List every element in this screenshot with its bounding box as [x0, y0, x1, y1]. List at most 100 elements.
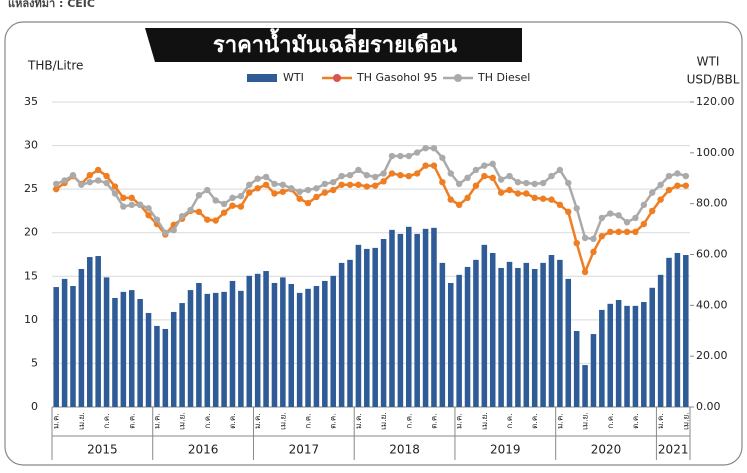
bar	[456, 274, 462, 407]
point	[397, 172, 404, 179]
point	[120, 194, 127, 202]
point	[304, 186, 312, 194]
point	[649, 189, 656, 196]
point	[78, 181, 85, 188]
point	[69, 172, 77, 179]
point	[523, 179, 530, 187]
bar	[170, 311, 177, 407]
legend-swatch	[333, 74, 341, 82]
point	[94, 177, 102, 184]
x-tick-label: ก.ค.	[203, 413, 212, 428]
bar	[78, 268, 85, 407]
bar	[263, 271, 269, 407]
bar	[137, 298, 143, 407]
bar	[397, 233, 404, 407]
point	[380, 170, 387, 177]
point	[204, 216, 211, 223]
x-tick-label: ก.ค.	[505, 413, 514, 428]
point	[52, 180, 60, 188]
point	[296, 188, 303, 195]
y-tick-label: 15	[24, 269, 38, 282]
year-label: 2020	[591, 443, 622, 457]
point	[464, 194, 471, 202]
y2-axis-label: WTI	[697, 55, 720, 69]
bar	[288, 283, 295, 407]
point	[262, 181, 270, 188]
point	[413, 149, 421, 156]
x-tick-label: ก.ค.	[404, 413, 413, 428]
year-label: 2016	[188, 443, 219, 457]
point	[455, 201, 463, 209]
point	[220, 209, 228, 216]
point	[254, 175, 261, 182]
y-tick-label: 0	[31, 400, 38, 413]
point	[237, 203, 245, 210]
point	[430, 144, 438, 152]
point	[640, 220, 648, 228]
bar	[212, 292, 219, 407]
bar	[506, 261, 513, 407]
point	[674, 182, 681, 189]
point	[565, 179, 572, 187]
point	[439, 154, 446, 161]
bar	[380, 238, 387, 407]
point	[313, 193, 320, 201]
point	[649, 207, 656, 215]
bar	[573, 331, 580, 407]
point	[523, 190, 530, 197]
line	[55, 146, 687, 241]
bar	[565, 278, 572, 407]
point	[388, 152, 396, 160]
point	[447, 196, 454, 203]
bar	[431, 227, 437, 407]
point	[237, 192, 245, 200]
x-tick-label: เม.ย.	[379, 412, 388, 430]
y-tick-label: 5	[31, 356, 38, 369]
point	[246, 189, 253, 196]
point	[581, 234, 589, 242]
year-label: 2015	[87, 443, 118, 457]
bar	[557, 259, 563, 407]
bar	[296, 292, 303, 407]
point	[111, 183, 119, 190]
x-tick-label: เม.ย.	[480, 412, 489, 430]
point	[212, 217, 219, 224]
bar	[548, 255, 555, 407]
point	[632, 228, 639, 236]
point	[674, 170, 681, 177]
y-tick-label: 20	[24, 226, 38, 239]
point	[271, 180, 278, 188]
x-tick-label: ต.ค.	[127, 413, 136, 429]
bar	[221, 291, 227, 407]
bar	[489, 252, 496, 407]
point	[657, 181, 664, 188]
bar	[347, 259, 353, 407]
point	[330, 186, 337, 194]
point	[598, 214, 606, 222]
point	[61, 177, 68, 184]
point	[229, 194, 236, 202]
point	[246, 181, 253, 188]
point	[313, 185, 320, 192]
bar	[364, 248, 370, 407]
bar	[330, 275, 336, 407]
point	[573, 205, 580, 212]
point	[573, 239, 580, 247]
point	[330, 178, 337, 186]
y2-tick-label: 80.00	[696, 197, 728, 210]
point	[187, 206, 194, 214]
point	[489, 160, 496, 168]
legend-label: TH Diesel	[477, 71, 530, 84]
point	[262, 173, 270, 181]
bar	[162, 328, 169, 407]
point	[615, 228, 622, 236]
bar	[322, 280, 328, 407]
point	[497, 189, 505, 196]
point	[254, 185, 261, 192]
point	[598, 233, 606, 240]
point	[615, 212, 622, 219]
point	[514, 178, 522, 186]
y-tick-label: 25	[24, 182, 38, 195]
x-tick-label: ม.ค.	[555, 413, 564, 429]
point	[422, 162, 429, 169]
